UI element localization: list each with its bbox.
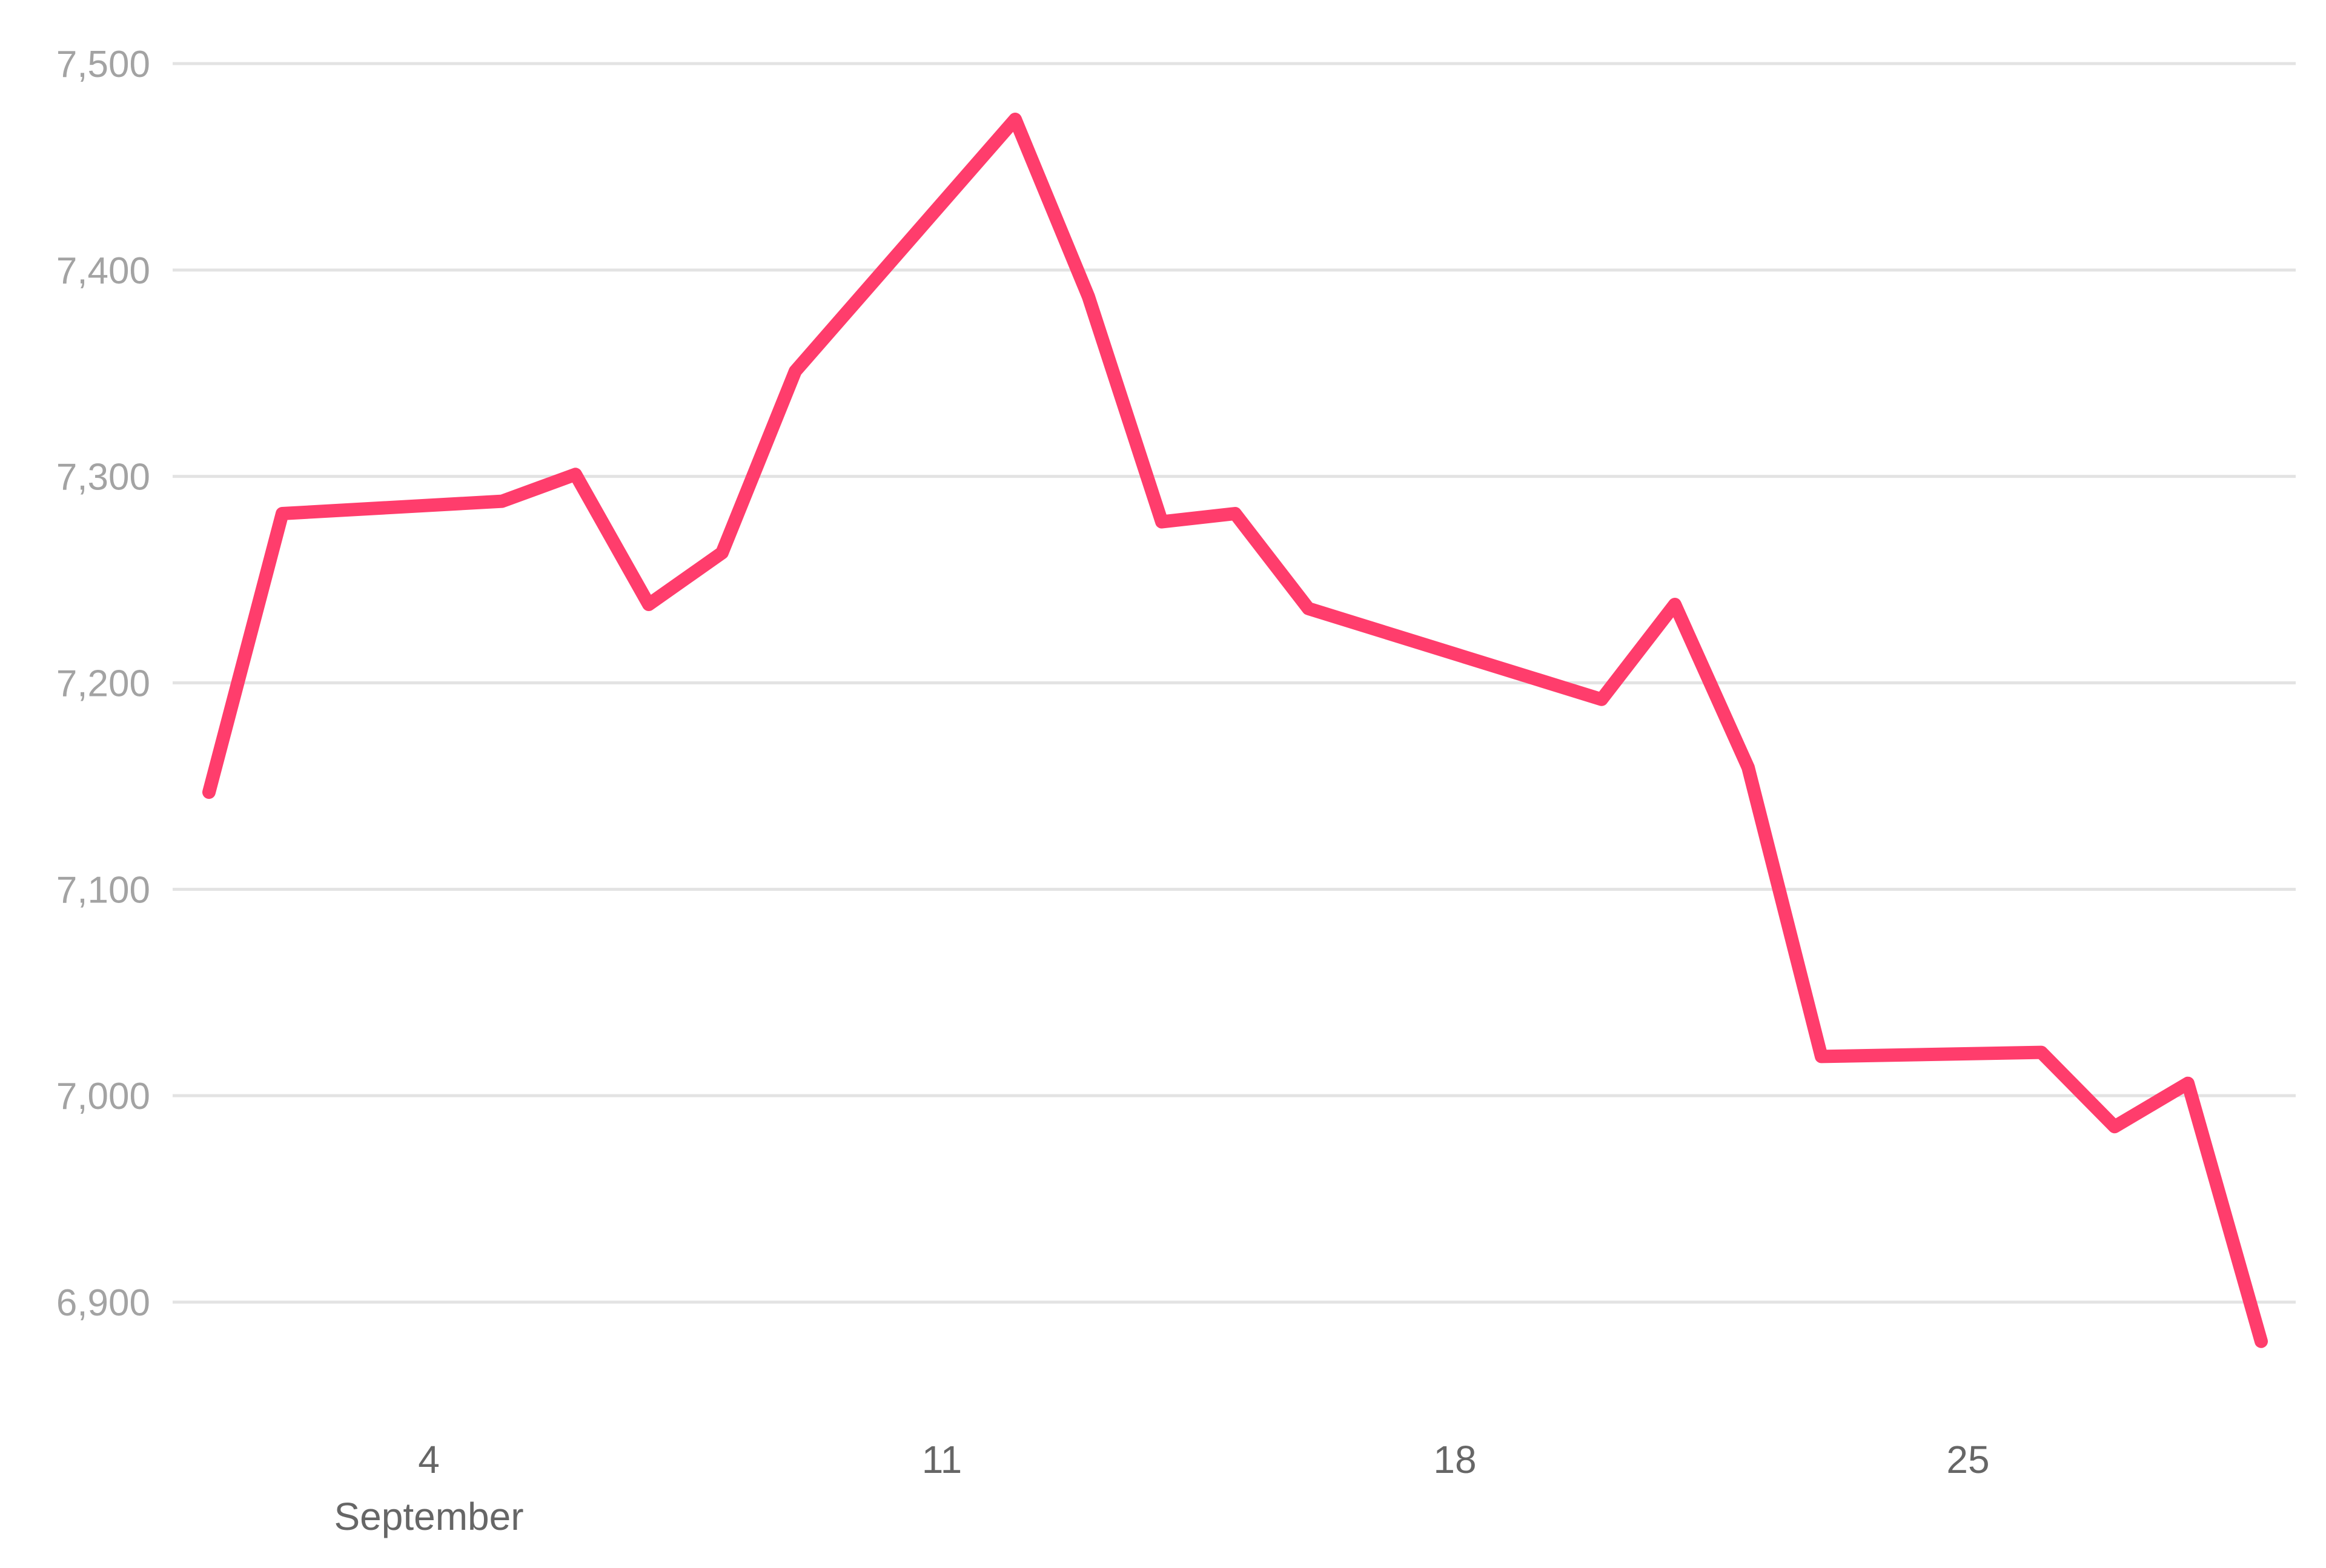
- y-tick-label: 7,200: [56, 663, 150, 705]
- x-tick-label: 25: [1946, 1438, 1989, 1481]
- y-tick-label: 7,300: [56, 457, 150, 498]
- gridlines: [173, 62, 2296, 1304]
- x-axis-tick-labels: 4 September 11 18 25: [334, 1438, 1989, 1538]
- y-tick-label: 7,100: [56, 869, 150, 911]
- y-axis-tick-labels: 6,900 7,000 7,100 7,200 7,300 7,400 7,500: [56, 44, 150, 1324]
- x-tick-label: 11: [922, 1438, 962, 1481]
- y-tick-label: 7,500: [56, 44, 150, 85]
- x-tick-sublabel: September: [334, 1495, 523, 1538]
- y-tick-label: 7,000: [56, 1076, 150, 1117]
- series-layer: [202, 113, 2268, 1348]
- y-tick-label: 7,400: [56, 250, 150, 292]
- x-tick-label: 18: [1433, 1438, 1476, 1481]
- y-tick-label: 6,900: [56, 1282, 150, 1324]
- x-tick-label: 4: [418, 1438, 440, 1481]
- series-line: [202, 113, 2268, 1348]
